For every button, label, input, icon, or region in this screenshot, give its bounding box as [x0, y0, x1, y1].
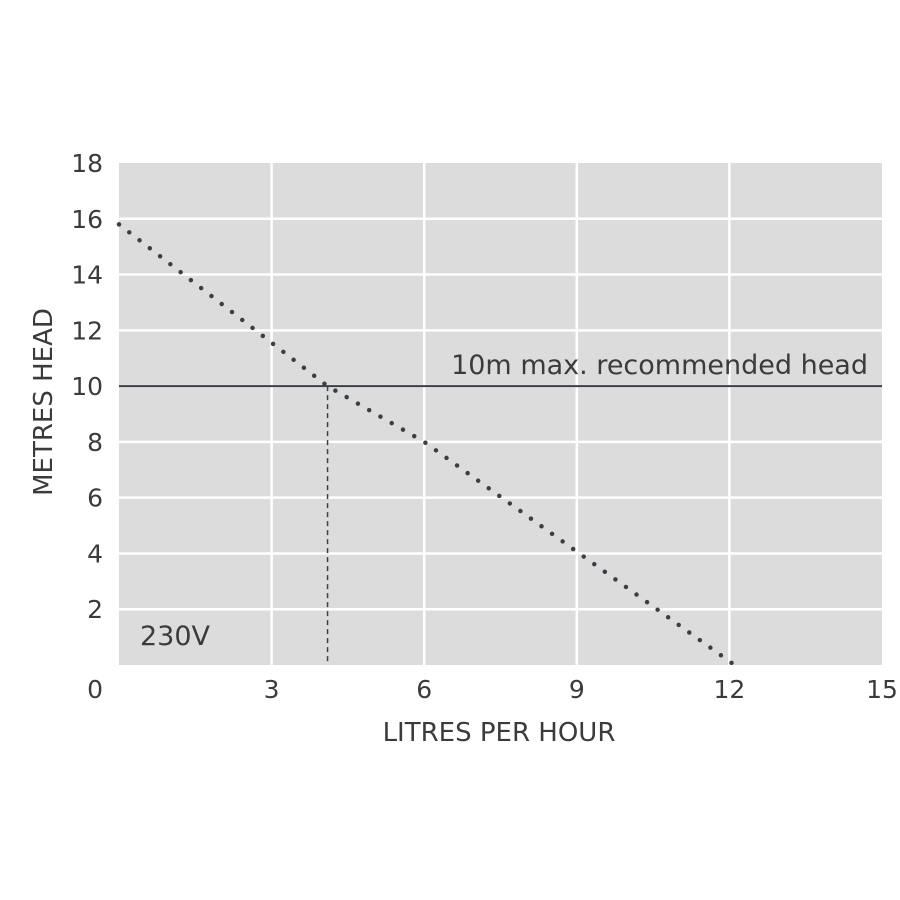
plot-area	[119, 163, 882, 665]
y-tick-label: 4	[87, 539, 103, 568]
series-layer	[116, 222, 737, 668]
x-tick-labels: 0 3 6 9 12 15	[87, 675, 898, 704]
x-axis-label: LITRES PER HOUR	[383, 718, 616, 748]
y-axis-label: METRES HEAD	[29, 308, 59, 496]
y-tick-label: 6	[87, 484, 103, 513]
y-tick-label: 18	[71, 149, 103, 178]
performance-curve	[116, 222, 737, 668]
x-tick-label: 3	[264, 675, 280, 704]
y-tick-label: 8	[87, 428, 103, 457]
y-tick-label: 12	[71, 316, 103, 345]
y-tick-label: 16	[71, 205, 103, 234]
voltage-label: 230V	[140, 621, 211, 652]
x-tick-label: 12	[713, 675, 745, 704]
reference-layer: 10m max. recommended head	[119, 350, 882, 388]
x-tick-label: 0	[87, 675, 103, 704]
x-tick-label: 6	[416, 675, 432, 704]
y-tick-label: 10	[71, 372, 103, 401]
x-tick-label: 15	[866, 675, 898, 704]
y-tick-label: 14	[71, 261, 103, 290]
y-tick-label: 2	[87, 595, 103, 624]
y-tick-labels: 2 4 6 8 10 12 14 16 18	[71, 149, 103, 624]
max-head-reference-label: 10m max. recommended head	[451, 350, 868, 381]
x-tick-label: 9	[569, 675, 585, 704]
